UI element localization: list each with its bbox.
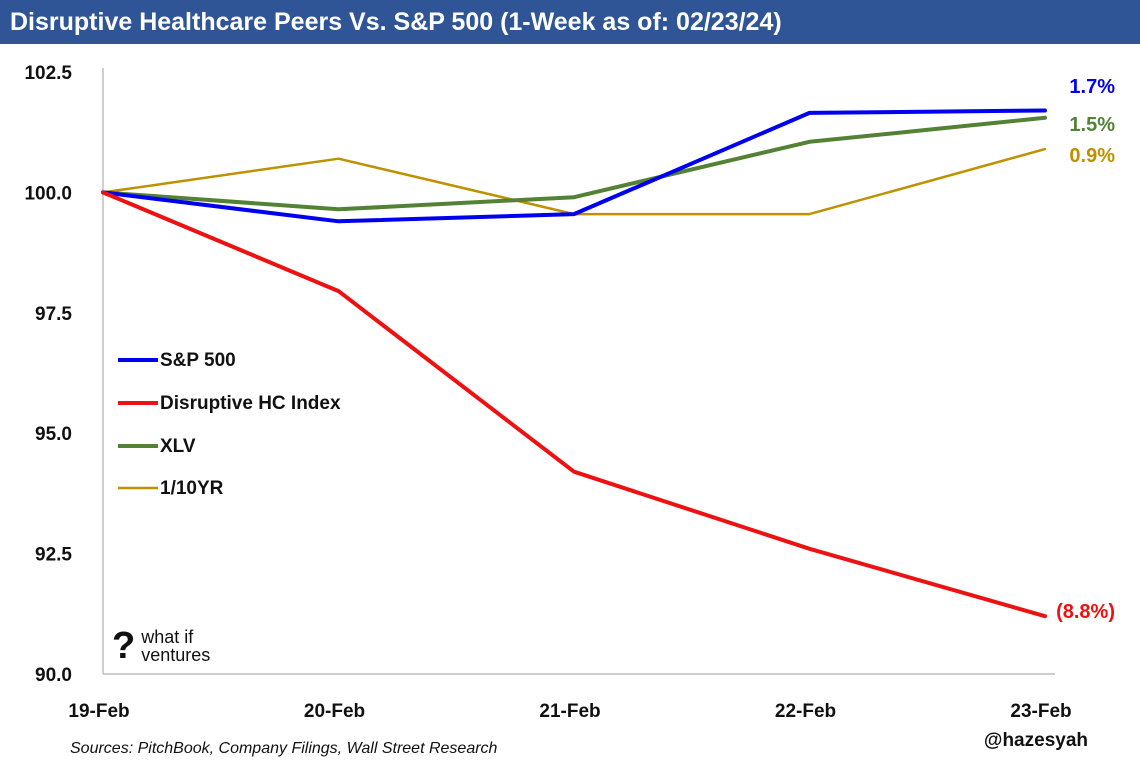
logo-text: what if ventures — [141, 628, 210, 664]
y-tick-label: 97.5 — [35, 304, 72, 325]
line-chart: 90.0 92.5 95.0 97.5 100.0 102.5 19-Feb 20-Feb 2… — [24, 63, 1115, 722]
y-tick-label: 102.5 — [24, 63, 72, 84]
x-tick-label: 23-Feb — [1010, 701, 1071, 722]
x-tick-label: 19-Feb — [68, 701, 129, 722]
end-value-label: (8.8%) — [1056, 601, 1115, 623]
y-tick-label: 95.0 — [35, 424, 72, 445]
logo-line-2: ventures — [141, 645, 211, 665]
legend-label: 1/10YR — [160, 478, 224, 499]
legend-label: Disruptive HC Index — [160, 393, 341, 414]
chart-title: Disruptive Healthcare Peers Vs. S&P 500 … — [0, 0, 1140, 44]
logo-line-1: what if — [141, 627, 194, 647]
legend-label: XLV — [160, 436, 196, 457]
x-axis-ticks: 19-Feb 20-Feb 21-Feb 22-Feb 23-Feb — [68, 701, 1071, 722]
y-tick-label: 90.0 — [35, 665, 72, 686]
x-tick-label: 22-Feb — [775, 701, 836, 722]
legend: S&P 500 Disruptive HC Index XLV 1/10YR — [118, 350, 341, 499]
question-mark-icon: ? — [112, 625, 136, 667]
axes — [102, 68, 1055, 675]
legend-label: S&P 500 — [160, 350, 236, 371]
end-value-label: 1.7% — [1069, 76, 1115, 98]
series-line-disruptive-hc-index — [101, 190, 1047, 619]
x-tick-label: 20-Feb — [304, 701, 365, 722]
end-value-label: 0.9% — [1069, 145, 1115, 167]
series-line-xlv — [101, 115, 1047, 212]
what-if-ventures-logo: ? what if ventures — [112, 626, 210, 666]
end-labels: 1.7% (8.8%) 1.5% 0.9% — [1056, 76, 1115, 623]
y-tick-label: 92.5 — [35, 545, 72, 566]
series-line-s-p-500 — [101, 108, 1047, 224]
x-tick-label: 21-Feb — [539, 701, 600, 722]
y-axis-ticks: 90.0 92.5 95.0 97.5 100.0 102.5 — [24, 63, 72, 686]
end-value-label: 1.5% — [1069, 114, 1115, 136]
sources-note: Sources: PitchBook, Company Filings, Wal… — [70, 740, 498, 757]
author-handle: @hazesyah — [983, 730, 1088, 751]
series-lines — [101, 108, 1047, 619]
y-tick-label: 100.0 — [24, 183, 72, 204]
